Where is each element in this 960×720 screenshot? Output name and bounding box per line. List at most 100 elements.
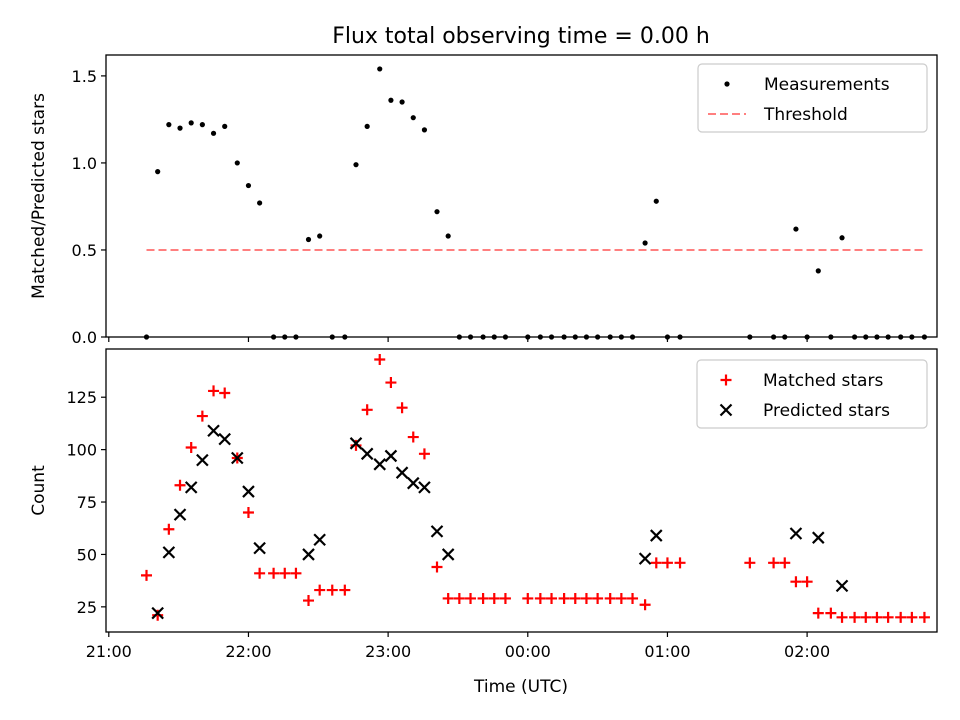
matched-stars-point — [290, 567, 302, 579]
legend-label: Measurements — [764, 75, 890, 95]
y-axis-label: Matched/Predicted stars — [29, 93, 49, 299]
matched-stars-point — [279, 567, 291, 579]
y-tick-label: 0.5 — [72, 241, 97, 260]
matched-stars-point — [882, 611, 894, 623]
matched-stars-point — [141, 569, 153, 581]
measurements-point — [317, 233, 323, 239]
y-tick-label: 0.0 — [72, 328, 97, 347]
matched-stars-point — [453, 592, 465, 604]
measurements-point — [155, 169, 161, 175]
predicted-stars-point — [196, 453, 209, 467]
predicted-stars-point — [151, 606, 164, 620]
matched-stars-point — [779, 557, 791, 569]
x-tick-label: 22:00 — [225, 642, 271, 661]
y-tick-label: 50 — [77, 545, 97, 564]
legend-marker — [724, 81, 730, 87]
matched-stars-point — [674, 557, 686, 569]
matched-stars-point — [185, 442, 197, 454]
matched-stars-point — [592, 592, 604, 604]
matched-stars-point — [396, 402, 408, 414]
legend-label: Matched stars — [763, 371, 883, 391]
y-tick-label: 1.5 — [72, 67, 97, 86]
matched-stars-point — [442, 592, 454, 604]
matched-stars-point — [639, 599, 651, 611]
matched-stars-point — [580, 592, 592, 604]
predicted-stars-point — [184, 481, 198, 494]
y-axis-label: Count — [29, 465, 49, 516]
matched-stars-point — [174, 479, 186, 491]
matched-stars-point — [849, 611, 861, 623]
matched-stars-point — [860, 611, 872, 623]
x-axis-label: Time (UTC) — [473, 677, 568, 697]
predicted-stars-point — [789, 527, 803, 540]
x-tick-label: 23:00 — [365, 642, 411, 661]
matched-stars-point — [163, 523, 175, 535]
matched-stars-point — [871, 611, 883, 623]
measurements-point — [188, 120, 194, 126]
matched-stars-point — [534, 592, 546, 604]
matched-stars-point — [314, 584, 326, 596]
matched-stars-point — [661, 557, 673, 569]
matched-stars-point — [254, 567, 266, 579]
matched-stars-point — [790, 576, 802, 588]
measurements-point — [210, 130, 217, 136]
matched-stars-point — [906, 611, 918, 623]
legend-box — [697, 63, 928, 133]
measurements-point — [353, 162, 359, 168]
measurements-point — [839, 235, 845, 241]
measurements-point — [166, 122, 172, 128]
top-panel: 0.0 0.5 1.0 1.5 Matched/Predicted stars Measu… — [29, 54, 938, 347]
matched-stars-point — [801, 576, 813, 588]
bottom-panel: 21:00 22:00 23:00 00:00 01:00 02:00 25 50 75 100 1… — [29, 348, 938, 661]
predicted-stars-point — [812, 531, 825, 544]
y-tick-label: 125 — [66, 388, 97, 407]
matched-stars-point — [339, 584, 351, 596]
x-tick-label: 01:00 — [644, 642, 690, 661]
legend-label: Threshold — [763, 105, 848, 125]
matched-stars-point — [546, 592, 558, 604]
measurements-point — [445, 233, 451, 239]
predicted-stars-point — [242, 485, 255, 498]
predicted-stars-point — [406, 476, 420, 490]
matched-stars-point — [895, 611, 907, 623]
legend-marker — [720, 374, 732, 386]
matched-stars-point — [350, 439, 362, 451]
axes-frame — [105, 54, 938, 338]
measurements-point — [377, 66, 383, 72]
matched-stars-point — [604, 592, 616, 604]
predicted-stars-point — [649, 529, 663, 542]
predicted-stars-point — [430, 525, 444, 538]
predicted-stars-point — [360, 447, 374, 461]
matched-stars-point — [744, 557, 756, 569]
matched-stars-point — [361, 404, 373, 416]
matched-stars-point — [268, 567, 280, 579]
matched-stars-point — [499, 592, 511, 604]
matched-stars-point — [627, 592, 639, 604]
predicted-stars-point — [302, 548, 315, 561]
predicted-stars-point — [231, 451, 244, 465]
predicted-stars-point — [638, 552, 652, 565]
matched-stars-point — [303, 595, 315, 607]
y-tick-label: 100 — [66, 441, 97, 460]
legend-label: Predicted stars — [763, 401, 890, 421]
y-tick-label: 75 — [77, 493, 97, 512]
matched-stars-point — [650, 557, 662, 569]
measurements-point — [199, 122, 205, 128]
matched-stars-point — [385, 377, 397, 389]
measurements-point — [388, 97, 394, 103]
legend-marker — [719, 403, 733, 417]
measurements-point — [177, 125, 183, 131]
measurements-point — [653, 198, 659, 204]
measurements-point — [421, 127, 428, 133]
matched-stars-point — [768, 557, 780, 569]
measurements-point — [222, 123, 228, 129]
matched-stars-point — [812, 607, 824, 619]
matched-stars-point — [836, 611, 848, 623]
x-tick-label: 02:00 — [784, 642, 830, 661]
predicted-stars-point — [373, 458, 387, 471]
predicted-stars-point — [418, 481, 431, 494]
legend-box — [696, 359, 928, 429]
measurements-point — [642, 240, 648, 246]
matched-stars-point — [242, 507, 254, 519]
